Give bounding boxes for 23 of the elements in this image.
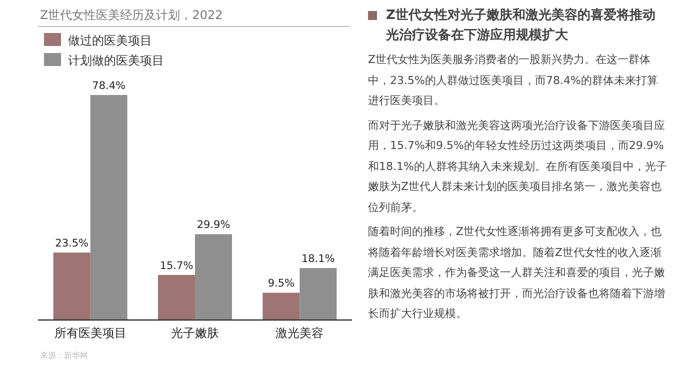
text: 随着时间的推移，Z世代女性逐渐将拥有更多可支配收入，也将随着年龄增长对医美需求增加。随着Z世代女性的收入逐渐满足医美需求，作为备受这一人群关注和喜爱的项目，光子嫩肤和激光美容的市场将被打开，而光治疗设备也将随着下游增长而扩大行业规模。 xyxy=(368,224,666,322)
legend-label: 做过的医美项目 xyxy=(68,34,152,48)
data-label: 23.5% xyxy=(55,238,89,250)
data-label: 18.1% xyxy=(301,253,335,266)
bar xyxy=(300,268,337,320)
bar xyxy=(90,95,128,320)
bar xyxy=(53,252,90,320)
bar xyxy=(195,234,232,320)
x-tick-label: 所有医美项目 xyxy=(54,326,126,340)
data-label: 78.4% xyxy=(92,80,126,92)
x-tick-label: 光子嫩肤 xyxy=(171,326,219,340)
x-tick-label: 激光美容 xyxy=(276,326,324,340)
chart-title: Z世代女性医美经历及计划，2022 xyxy=(40,8,223,22)
data-label: 9.5% xyxy=(268,278,295,290)
data-label: 29.9% xyxy=(196,219,230,232)
source-note: 来源：新华网 xyxy=(40,351,88,360)
bar xyxy=(158,274,195,320)
text: Z世代女性对光子嫩肤和激光美容的喜爱将推动光治疗设备在下游应用规模扩大 xyxy=(384,6,656,45)
text: Z世代女性为医美服务消费者的一股新兴势力。在这一群体中，23.5%的人群做过医美项目，而78.4%的群体未来打算进行医美项目。 xyxy=(368,52,659,109)
data-label: 15.7% xyxy=(160,260,194,272)
legend-label: 计划做的医美项目 xyxy=(68,54,164,68)
text: 而对于光子嫩肤和激光美容这两项光治疗设备下游医美项目应用，15.7%和9.5%的年轻女性经历过这两类项目，而29.9%和18.1%的人群将其纳入未来规划。在所有医美项目中，光子嫩肤为Z世代人群未来计划的医美项目排名第一，激光美容也位列前茅。 xyxy=(368,118,668,216)
bar xyxy=(262,292,300,320)
